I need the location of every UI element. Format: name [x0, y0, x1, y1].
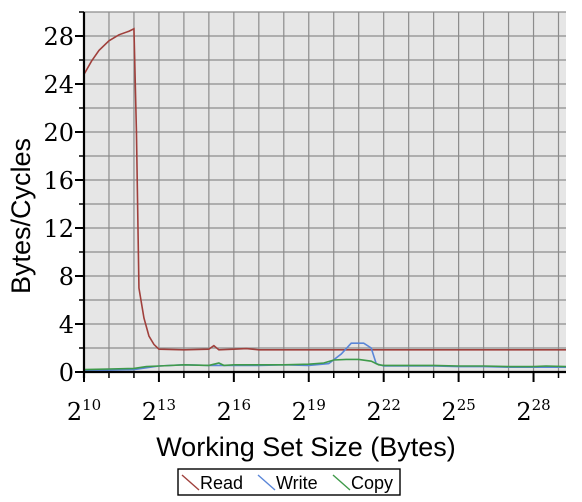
x-tick-label: 213: [142, 396, 176, 426]
y-tick-label: 24: [43, 71, 74, 99]
legend-label-write: Write: [276, 473, 318, 493]
x-tick-label: 222: [367, 396, 401, 426]
legend: Read Write Copy: [177, 468, 401, 496]
legend-label-copy: Copy: [351, 473, 393, 493]
legend-swatch-copy: [332, 474, 351, 491]
y-tick-label: 20: [43, 119, 74, 147]
legend-label-read: Read: [200, 473, 243, 493]
legend-swatch-read: [181, 474, 200, 491]
y-tick-label: 4: [59, 311, 74, 339]
x-tick-label: 228: [516, 396, 550, 426]
y-tick-label: 16: [43, 167, 74, 195]
legend-box: [177, 468, 401, 496]
y-tick-label: 0: [59, 359, 74, 387]
x-tick-label: 225: [441, 396, 475, 426]
x-tick-label: 210: [67, 396, 101, 426]
series-layer: [83, 27, 567, 372]
plot-area: [84, 12, 566, 372]
legend-swatch-write: [257, 474, 276, 491]
y-axis-label: Bytes/Cycles: [6, 138, 36, 294]
grid-lines: [83, 11, 566, 373]
y-tick-label: 8: [59, 263, 74, 291]
y-tick-label: 28: [43, 23, 74, 51]
series-line-copy: [83, 358, 567, 371]
x-tick-label: 219: [292, 396, 326, 426]
x-tick-label: 216: [217, 396, 251, 426]
x-tick-labels: 210 213 216 219 222 225 228: [67, 396, 551, 426]
axes: [75, 11, 566, 382]
x-axis-label: Working Set Size (Bytes): [156, 432, 456, 462]
y-tick-label: 12: [43, 215, 74, 243]
series-line-read: [83, 27, 566, 351]
y-tick-labels: 0 4 8 12 16 20 24 28: [43, 23, 74, 387]
